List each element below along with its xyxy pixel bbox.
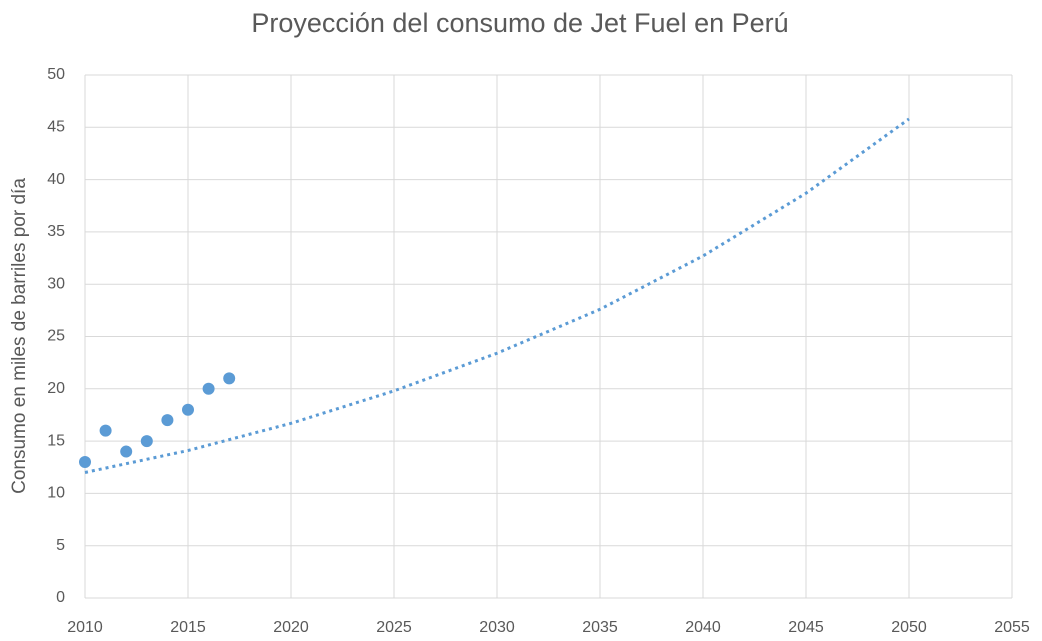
y-tick-label: 15 [47,432,65,449]
x-tick-label: 2050 [891,619,927,636]
y-tick-label: 25 [47,328,65,345]
y-axis-label: Consumo en miles de barriles por día [9,178,30,494]
data-point [161,414,174,427]
y-tick-label: 35 [47,223,65,240]
y-tick-label: 5 [56,537,65,554]
x-tick-label: 2015 [170,619,206,636]
y-tick-label: 0 [56,589,65,606]
y-tick-label: 20 [47,380,65,397]
x-tick-label: 2025 [376,619,412,636]
x-tick-label: 2045 [788,619,824,636]
x-tick-label: 2010 [67,619,103,636]
x-tick-label: 2035 [582,619,618,636]
data-point [79,456,91,469]
data-point [120,445,133,458]
x-tick-label: 2040 [685,619,721,636]
data-point [202,382,215,395]
y-tick-label: 30 [47,275,65,292]
data-point [182,403,194,416]
chart-title: Proyección del consumo de Jet Fuel en Pe… [251,8,788,38]
y-tick-label: 45 [47,119,65,136]
data-point [99,424,112,437]
x-tick-label: 2030 [479,619,515,636]
y-tick-label: 10 [47,485,65,502]
data-point [223,372,236,385]
x-tick-label: 2020 [273,619,309,636]
data-point [140,435,153,448]
y-tick-label: 50 [47,66,65,83]
x-tick-label: 2055 [994,619,1030,636]
y-tick-label: 40 [47,171,65,188]
trend-line [84,117,910,474]
